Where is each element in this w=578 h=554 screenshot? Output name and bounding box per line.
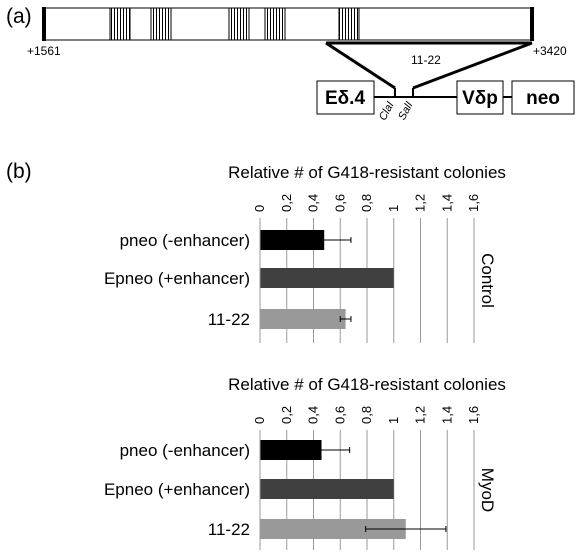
fragment-right-leg bbox=[412, 41, 533, 90]
control-category-label: 11-22 bbox=[208, 310, 250, 329]
site-label-clai: ClaI bbox=[377, 100, 397, 123]
promoter-box bbox=[456, 80, 504, 115]
panel-b-label: (b) bbox=[6, 160, 32, 183]
control-tick-label: 1 bbox=[386, 205, 401, 212]
fragment-label: 11-22 bbox=[411, 53, 441, 67]
myod-tick-label: 0,8 bbox=[359, 406, 374, 424]
exon-block-3 bbox=[228, 7, 250, 41]
control-tick-label: 1,6 bbox=[466, 194, 481, 212]
exon-block-4 bbox=[264, 7, 286, 41]
neo-box bbox=[511, 80, 575, 115]
control-bar bbox=[260, 309, 346, 329]
panel-a-label: (a) bbox=[6, 5, 32, 28]
control-chart-title: Relative # of G418-resistant colonies bbox=[228, 163, 506, 182]
chart-myod: Relative # of G418-resistant colonies 0 0,… bbox=[104, 375, 506, 550]
myod-tick-label: 0 bbox=[252, 417, 267, 424]
control-bar bbox=[260, 268, 394, 288]
myod-chart-title: Relative # of G418-resistant colonies bbox=[228, 375, 506, 394]
myod-tick-label: 0,4 bbox=[306, 406, 321, 424]
enhancer-box-label: Eδ.4 bbox=[325, 88, 365, 109]
chart-control: Relative # of G418-resistant colonies 0 0,… bbox=[104, 163, 506, 343]
enhancer-box bbox=[316, 80, 375, 115]
myod-tick-label: 1 bbox=[386, 417, 401, 424]
control-tick-label: 1,4 bbox=[439, 194, 454, 212]
promoter-box-label: Vδp bbox=[462, 88, 498, 109]
myod-category-label: Epneo (+enhancer) bbox=[104, 480, 250, 499]
myod-bar bbox=[260, 519, 406, 539]
myod-category-label: 11-22 bbox=[208, 520, 250, 539]
myod-tick-label: 1,6 bbox=[466, 406, 481, 424]
myod-category-label: pneo (-enhancer) bbox=[120, 441, 250, 460]
fragment-left-leg bbox=[325, 41, 396, 90]
myod-bar bbox=[260, 479, 394, 499]
exon-block-1 bbox=[109, 7, 131, 41]
myod-tick-label: 0,2 bbox=[279, 406, 294, 424]
panel-a: (a) +1561 +3420 11-22 Eδ.4 Vδp bbox=[6, 5, 575, 123]
coord-start-label: +1561 bbox=[27, 44, 61, 58]
control-tick-label: 0 bbox=[252, 205, 267, 212]
myod-tick-label: 1,4 bbox=[439, 406, 454, 424]
myod-tick-label: 0,6 bbox=[332, 406, 347, 424]
control-bar bbox=[260, 230, 325, 250]
myod-group-label: MyoD bbox=[478, 468, 497, 512]
control-tick-label: 0,2 bbox=[279, 194, 294, 212]
control-tick-label: 0,6 bbox=[332, 194, 347, 212]
neo-box-label: neo bbox=[526, 88, 560, 109]
site-label-sali: SalI bbox=[396, 100, 416, 122]
control-tick-label: 0,8 bbox=[359, 194, 374, 212]
control-category-label: pneo (-enhancer) bbox=[120, 231, 250, 250]
control-tick-label: 1,2 bbox=[413, 194, 428, 212]
myod-bar bbox=[260, 440, 322, 460]
exon-block-2 bbox=[150, 7, 172, 41]
myod-tick-label: 1,2 bbox=[413, 406, 428, 424]
control-group-label: Control bbox=[478, 253, 497, 308]
coord-end-label: +3420 bbox=[533, 44, 567, 58]
control-tick-label: 0,4 bbox=[306, 194, 321, 212]
exon-block-5 bbox=[338, 7, 360, 41]
control-category-label: Epneo (+enhancer) bbox=[104, 269, 250, 288]
